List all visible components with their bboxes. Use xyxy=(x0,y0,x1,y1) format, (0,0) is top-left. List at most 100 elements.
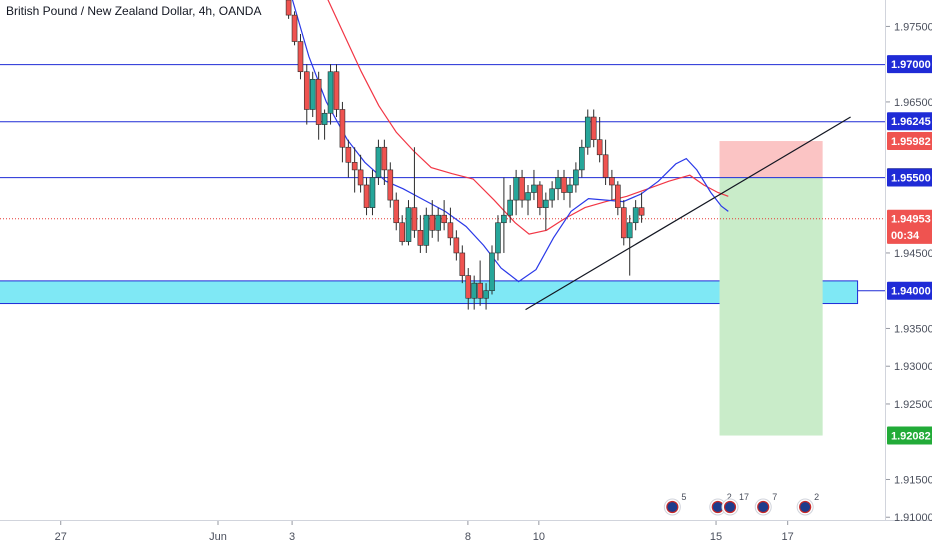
price-label-level[interactable]: 1.94000 xyxy=(887,281,932,300)
candle-bearish xyxy=(381,139,388,185)
time-axis-ticks[interactable]: 2527Jun381015172224 xyxy=(0,521,932,543)
trendline-layer[interactable] xyxy=(525,116,851,311)
candle-bearish xyxy=(620,200,627,246)
candle-body xyxy=(453,237,460,254)
price-tick-label[interactable]: 1.93000 xyxy=(894,361,932,373)
candle-body xyxy=(501,214,507,224)
price-label-timer[interactable]: 00:34 xyxy=(887,225,932,244)
price-label-stop[interactable]: 1.95982 xyxy=(887,132,932,151)
candle-body xyxy=(567,184,573,193)
candle-bullish xyxy=(321,109,328,140)
price-label-level[interactable]: 1.97000 xyxy=(887,55,932,74)
flag-icon xyxy=(757,500,770,514)
price-tick-label[interactable]: 1.91000 xyxy=(894,512,932,524)
time-tick-label[interactable]: 27 xyxy=(55,531,67,543)
candle-body xyxy=(590,116,597,140)
candle-body xyxy=(579,146,585,171)
candle-bullish xyxy=(626,215,633,276)
time-tick-label[interactable]: 17 xyxy=(782,531,794,543)
event-count: 2 xyxy=(727,492,732,502)
candle-bearish xyxy=(363,177,370,216)
candle-bearish xyxy=(387,162,394,208)
candle-body xyxy=(333,71,340,110)
time-tick-label[interactable]: 10 xyxy=(533,531,545,543)
candle-bullish xyxy=(531,169,537,201)
candle-bullish xyxy=(471,275,477,310)
event-marker[interactable]: 17 xyxy=(721,492,749,516)
price-label-level[interactable]: 1.96245 xyxy=(887,112,932,131)
price-label-text: 1.97000 xyxy=(891,59,931,71)
price-tick-label[interactable]: 1.93500 xyxy=(894,323,932,335)
candle-bullish xyxy=(405,200,412,246)
candle-bearish xyxy=(561,169,567,201)
candle-bearish xyxy=(285,0,292,19)
candle-bullish xyxy=(573,162,579,193)
candle-body xyxy=(297,41,304,73)
candle-body xyxy=(303,71,310,110)
price-label-last[interactable]: 1.94953 xyxy=(887,209,932,228)
price-label-text: 1.95982 xyxy=(891,136,931,148)
price-tick-label[interactable]: 1.94500 xyxy=(894,248,932,260)
chart-title: British Pound / New Zealand Dollar, 4h, … xyxy=(6,4,262,18)
price-axis-ticks[interactable]: 1.97500 1.96500 1.94500 1.93500 1.93000 1.925… xyxy=(886,21,932,524)
time-tick-label[interactable]: 15 xyxy=(710,531,722,543)
candle-bullish xyxy=(489,245,495,295)
event-marker[interactable]: 2 xyxy=(796,492,819,516)
event-count: 17 xyxy=(739,492,749,502)
price-label-target[interactable]: 1.92082 xyxy=(887,426,932,445)
event-marker[interactable]: 5 xyxy=(663,492,686,516)
flag-icon xyxy=(666,500,679,514)
candle-body xyxy=(519,177,525,201)
candle-body xyxy=(399,222,405,242)
price-label-box xyxy=(887,225,932,244)
price-tick-label[interactable]: 1.97500 xyxy=(894,21,932,33)
time-tick-label[interactable]: 8 xyxy=(465,531,471,543)
price-axis-labels[interactable]: 1.970001.962451.959821.955041.955001.949… xyxy=(887,55,932,445)
trendline[interactable] xyxy=(525,116,851,311)
candle-body xyxy=(459,252,466,276)
flag-icon xyxy=(723,500,737,514)
price-tick-label[interactable]: 1.92500 xyxy=(894,399,932,411)
candle-bearish xyxy=(429,200,436,238)
horizontal-levels[interactable] xyxy=(0,64,886,292)
take-profit-zone[interactable] xyxy=(719,177,823,436)
candle-bullish xyxy=(543,192,549,231)
candle-bearish xyxy=(339,101,346,163)
candle-bearish xyxy=(333,64,340,118)
time-tick-label[interactable]: 3 xyxy=(289,531,295,543)
candle-body xyxy=(447,222,454,239)
candle-bearish xyxy=(411,147,418,238)
price-tick-label[interactable]: 1.91500 xyxy=(894,474,932,486)
price-label-box xyxy=(887,112,932,131)
candle-bearish xyxy=(345,139,352,178)
candle-body xyxy=(477,282,483,299)
candle-bullish xyxy=(435,207,441,242)
candle-bearish xyxy=(477,260,483,306)
event-count: 5 xyxy=(681,492,686,502)
support-zone[interactable] xyxy=(0,280,859,305)
price-label-level[interactable]: 1.95500 xyxy=(887,168,932,187)
stop-loss-zone[interactable] xyxy=(719,141,823,178)
price-tick-label[interactable]: 1.96500 xyxy=(894,97,932,109)
candle-bullish xyxy=(501,177,507,253)
candle-body xyxy=(537,184,543,208)
moving-averages xyxy=(291,0,729,283)
candle-body xyxy=(584,116,591,148)
candle-bearish xyxy=(537,181,543,216)
candle-body xyxy=(620,207,627,239)
candle-body xyxy=(315,78,322,125)
candle-body xyxy=(483,290,489,299)
economic-events[interactable]: 5 2 17 7 2 xyxy=(663,492,819,516)
event-marker[interactable]: 7 xyxy=(754,492,777,516)
candle-body xyxy=(638,207,645,216)
price-label-box xyxy=(887,281,932,300)
candle-bearish xyxy=(615,181,621,216)
candle-bearish xyxy=(357,154,364,193)
candle-bullish xyxy=(309,71,316,118)
candle-bullish xyxy=(483,283,489,310)
candle-bullish xyxy=(327,64,334,125)
candle-body xyxy=(489,252,495,292)
time-tick-label[interactable]: Jun xyxy=(209,531,227,543)
price-label-text: 1.96245 xyxy=(891,116,931,128)
